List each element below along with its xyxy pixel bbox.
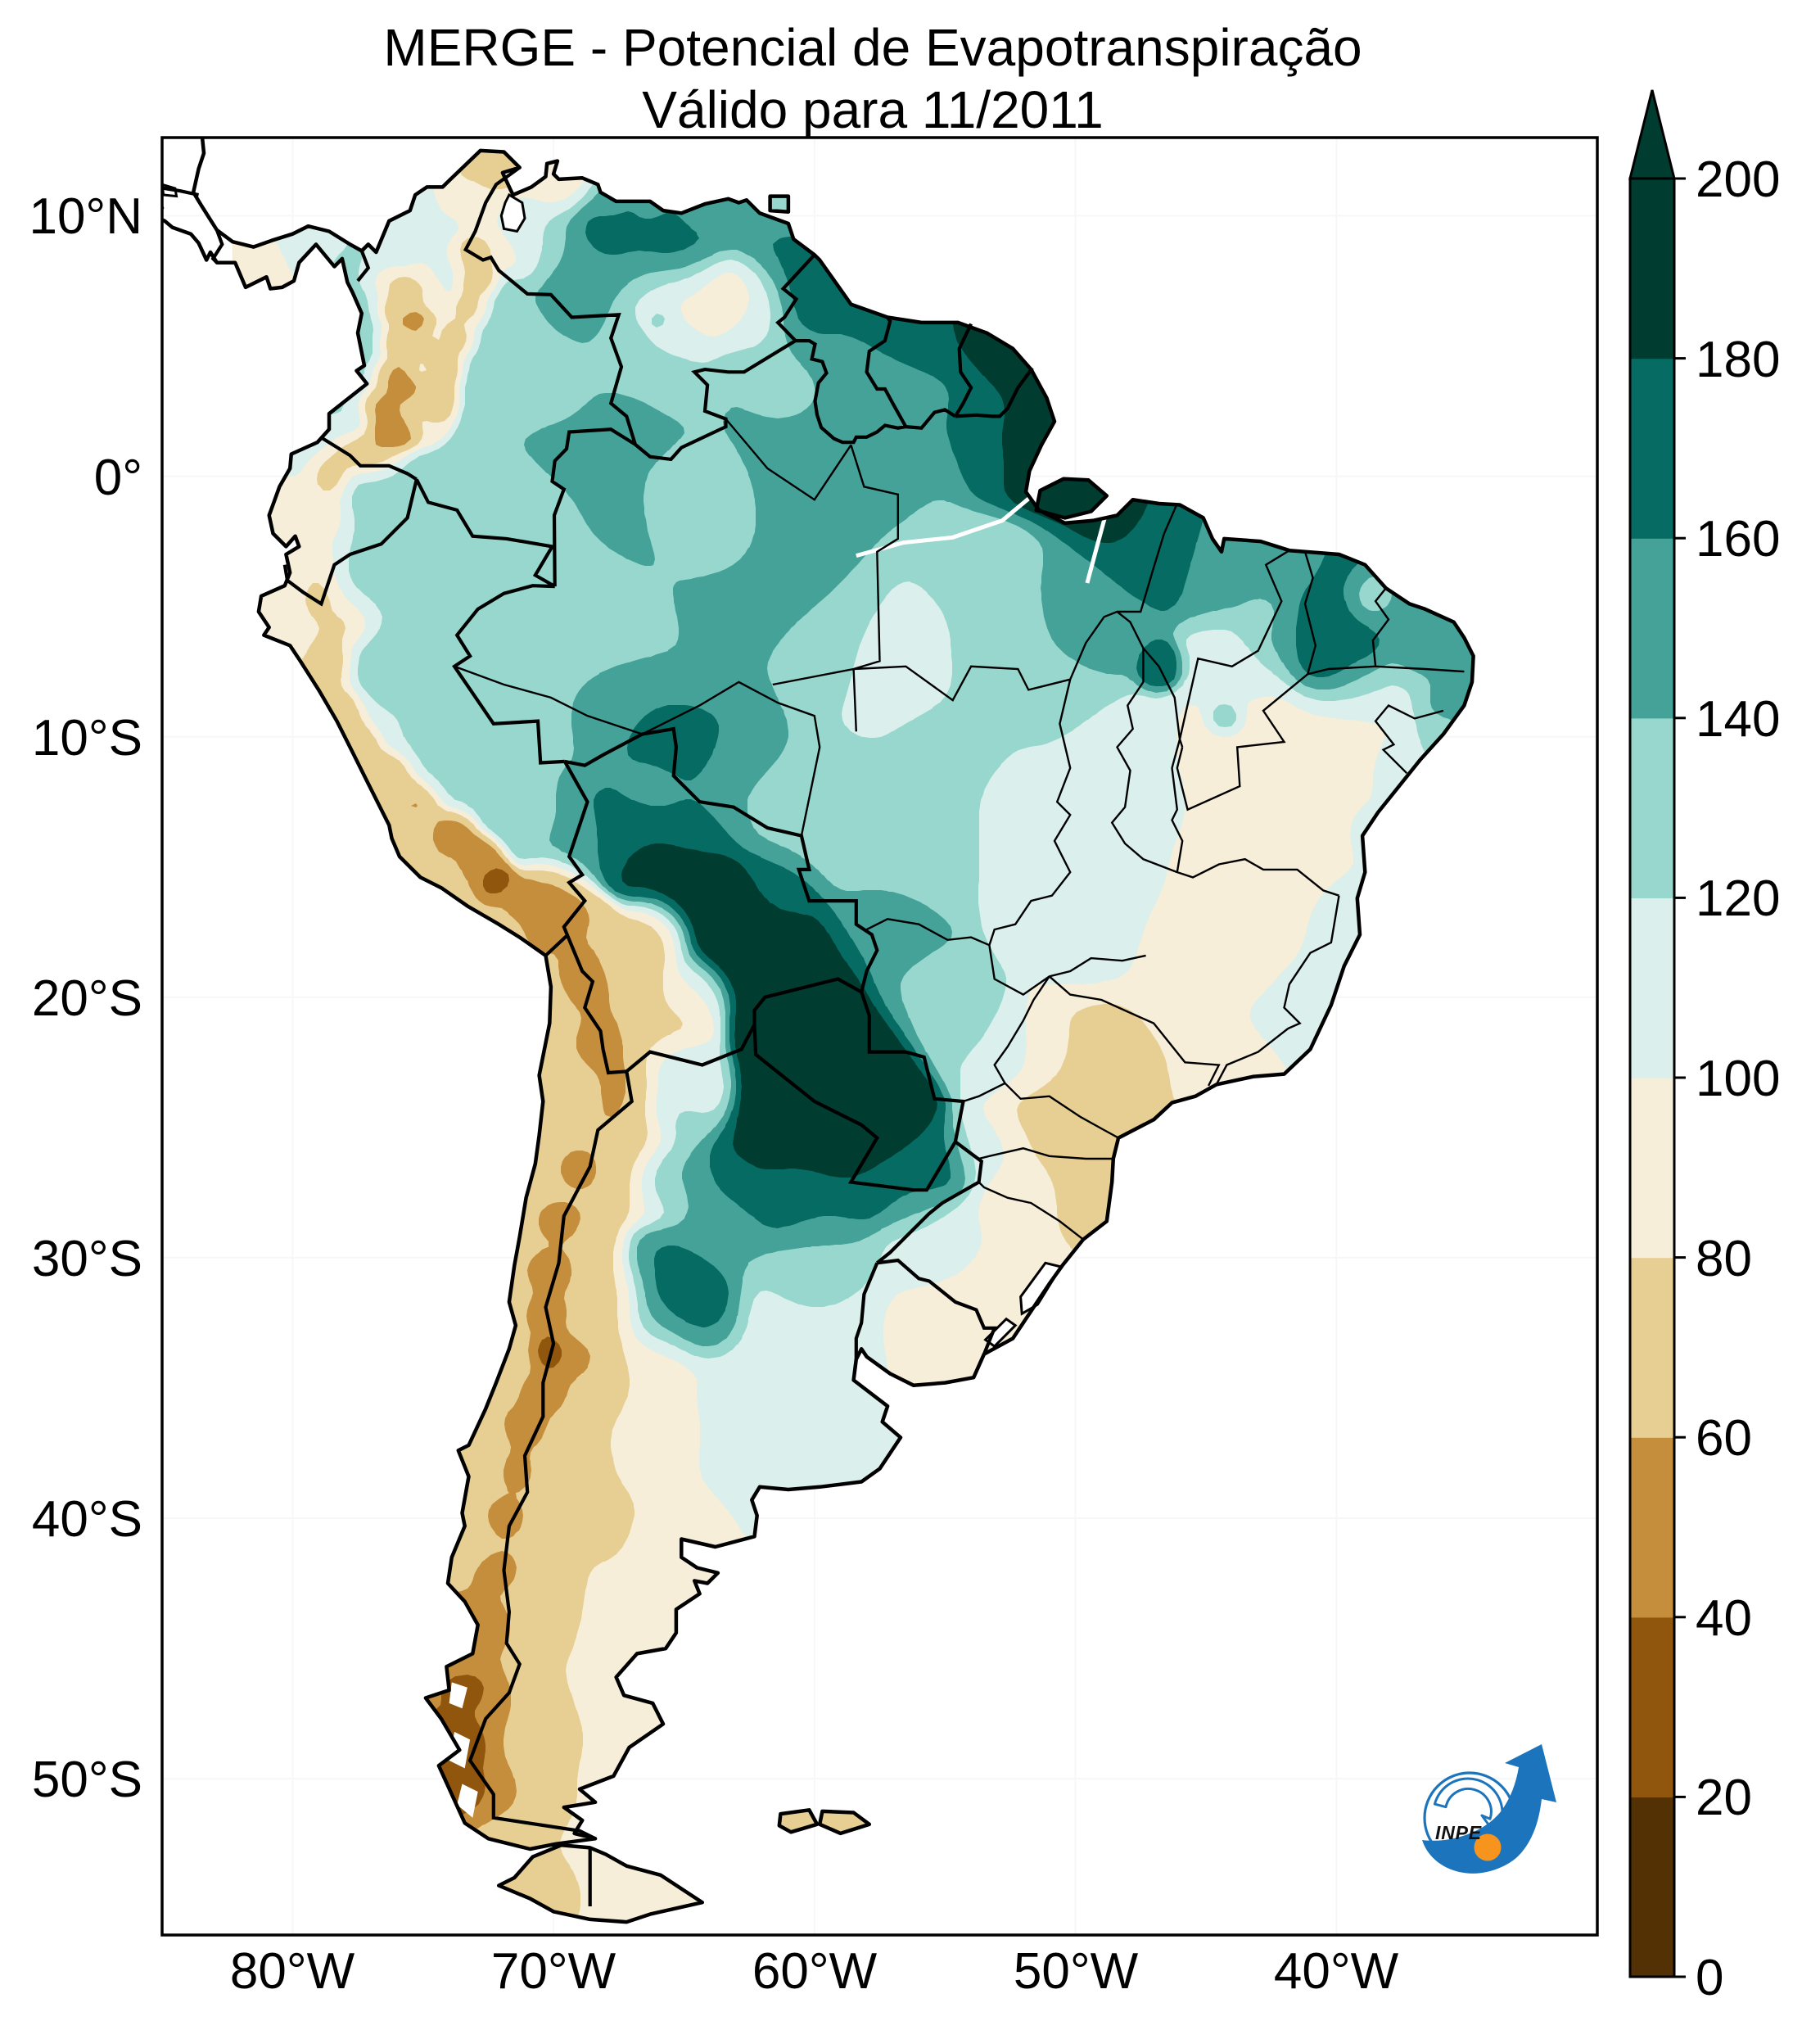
svg-text:80°W: 80°W <box>230 1943 355 2000</box>
svg-text:50°S: 50°S <box>32 1752 142 1808</box>
svg-text:120: 120 <box>1696 870 1780 927</box>
svg-text:140: 140 <box>1696 691 1780 748</box>
svg-text:0: 0 <box>1696 1950 1723 2006</box>
svg-text:80: 80 <box>1696 1231 1752 1287</box>
svg-text:160: 160 <box>1696 511 1780 567</box>
svg-text:40°S: 40°S <box>32 1491 142 1548</box>
svg-text:200: 200 <box>1696 151 1780 208</box>
svg-text:20°S: 20°S <box>32 970 142 1027</box>
svg-text:40: 40 <box>1696 1590 1752 1647</box>
svg-text:100: 100 <box>1696 1051 1780 1107</box>
svg-text:180: 180 <box>1696 332 1780 388</box>
svg-text:20: 20 <box>1696 1770 1752 1826</box>
svg-text:10°N: 10°N <box>29 188 142 245</box>
svg-text:30°S: 30°S <box>32 1231 142 1287</box>
svg-text:60°W: 60°W <box>752 1943 878 2000</box>
svg-text:10°S: 10°S <box>32 710 142 766</box>
svg-text:50°W: 50°W <box>1014 1943 1139 2000</box>
svg-text:Válido para 11/2011: Válido para 11/2011 <box>642 80 1103 139</box>
svg-text:INPE: INPE <box>1435 1822 1482 1843</box>
svg-text:0°: 0° <box>94 450 142 506</box>
svg-text:40°W: 40°W <box>1274 1943 1399 2000</box>
svg-text:70°W: 70°W <box>491 1943 616 2000</box>
svg-text:MERGE - Potencial de Evapotran: MERGE - Potencial de Evapotranspiração <box>383 18 1362 77</box>
svg-text:60: 60 <box>1696 1410 1752 1467</box>
